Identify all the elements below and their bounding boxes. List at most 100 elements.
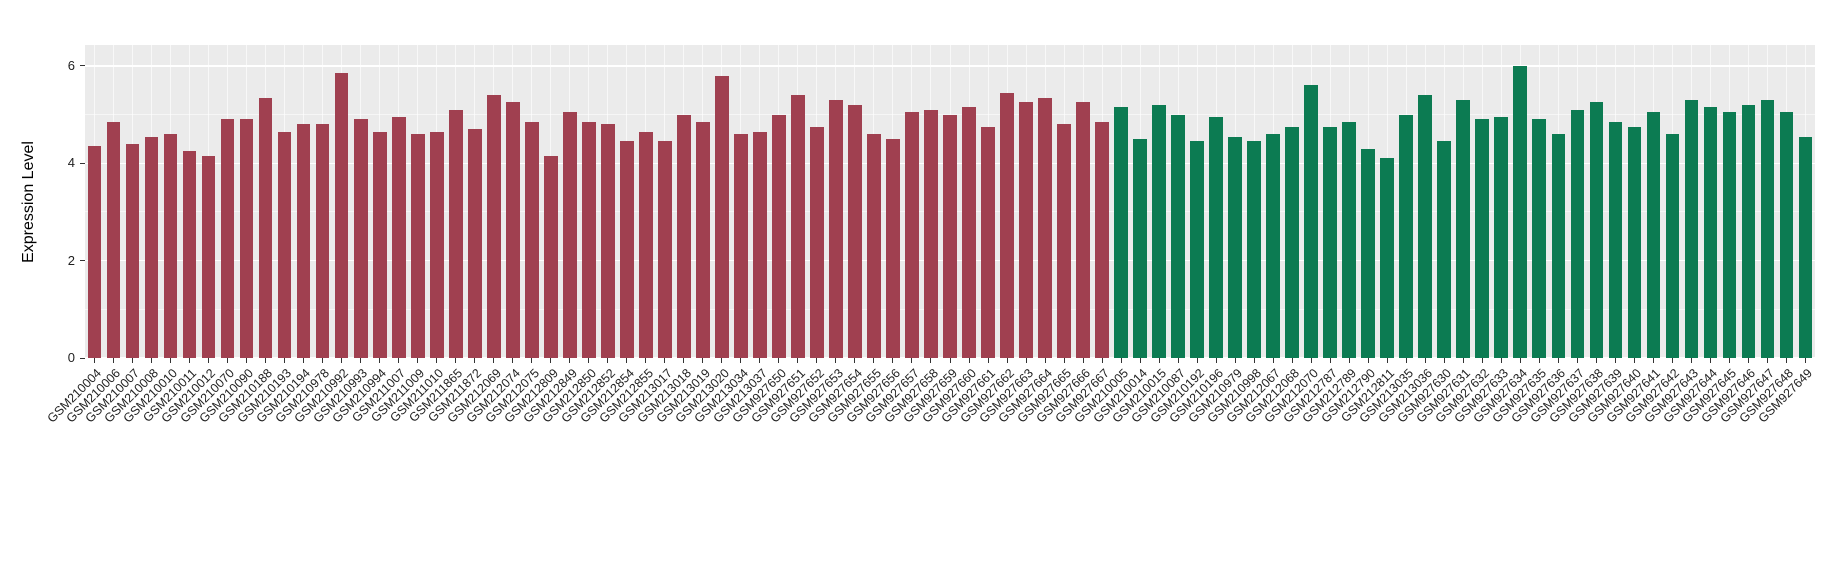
- x-tick-mark: [531, 358, 533, 363]
- bar: [144, 136, 159, 358]
- bar: [1114, 107, 1128, 358]
- x-tick-mark: [1386, 358, 1388, 363]
- x-tick-mark: [1158, 358, 1160, 363]
- x-tick-mark: [1709, 358, 1711, 363]
- x-tick-mark: [1329, 358, 1331, 363]
- bar: [315, 124, 330, 358]
- bar: [1475, 119, 1490, 358]
- bar: [353, 119, 368, 358]
- y-axis-title-wrap: Expression Level: [10, 45, 48, 358]
- x-tick-mark: [645, 358, 647, 363]
- bar: [106, 121, 121, 358]
- x-tick-mark: [968, 358, 970, 363]
- bar: [1342, 121, 1357, 358]
- y-tick-label: 2: [67, 252, 75, 268]
- x-tick-mark: [1082, 358, 1084, 363]
- bar: [1266, 134, 1281, 358]
- bar: [1076, 102, 1090, 358]
- bar: [1760, 100, 1775, 358]
- bar: [1570, 109, 1585, 358]
- y-tick-mark: [80, 65, 85, 67]
- x-tick-mark: [265, 358, 267, 363]
- x-tick-mark: [835, 358, 837, 363]
- bar: [296, 124, 311, 358]
- bar: [448, 109, 463, 358]
- x-tick-mark: [493, 358, 495, 363]
- bar: [467, 129, 482, 358]
- x-tick-mark: [702, 358, 704, 363]
- bar: [638, 131, 653, 358]
- bar: [734, 134, 748, 358]
- bar: [334, 73, 349, 358]
- x-tick-mark: [1728, 358, 1730, 363]
- bar: [1247, 141, 1262, 358]
- bar: [791, 95, 805, 358]
- bar: [410, 134, 425, 358]
- bar: [1399, 114, 1414, 358]
- x-tick-mark: [873, 358, 875, 363]
- bar: [848, 104, 862, 358]
- gridline-major: [85, 65, 1815, 67]
- x-tick-mark: [1500, 358, 1502, 363]
- x-tick-mark: [911, 358, 913, 363]
- x-tick-mark: [1139, 358, 1141, 363]
- bar: [1437, 141, 1452, 358]
- x-tick-mark: [626, 358, 628, 363]
- bar: [581, 121, 596, 358]
- x-tick-mark: [1272, 358, 1274, 363]
- x-tick-mark: [778, 358, 780, 363]
- x-axis-labels: GSM210004 GSM210006 GSM210007 GSM210008 GSM2…: [45, 366, 1816, 496]
- bar: [981, 126, 995, 358]
- bar: [562, 112, 577, 358]
- bar: [1304, 85, 1319, 358]
- bar: [372, 131, 387, 358]
- x-tick-mark: [322, 358, 324, 363]
- x-tick-mark: [474, 358, 476, 363]
- bar: [1057, 124, 1071, 358]
- bar: [543, 156, 558, 358]
- plot-panel: [85, 45, 1815, 359]
- bar: [1608, 121, 1623, 358]
- x-tick-mark: [1215, 358, 1217, 363]
- bar: [1285, 126, 1300, 358]
- y-axis-title: Expression Level: [20, 140, 37, 263]
- y-tick-mark: [80, 260, 85, 262]
- x-tick-mark: [1462, 358, 1464, 363]
- bar: [1513, 65, 1528, 358]
- x-tick-mark: [1310, 358, 1312, 363]
- x-tick-mark: [816, 358, 818, 363]
- bar: [258, 97, 273, 358]
- bar: [1209, 117, 1223, 358]
- y-tick-label: 0: [67, 350, 75, 365]
- x-tick-mark: [170, 358, 172, 363]
- x-tick-mark: [1196, 358, 1198, 363]
- x-tick-mark: [208, 358, 210, 363]
- x-tick-mark: [1519, 358, 1521, 363]
- x-tick-mark: [550, 358, 552, 363]
- x-tick-mark: [759, 358, 761, 363]
- bar: [1456, 100, 1471, 358]
- x-tick-mark: [1120, 358, 1122, 363]
- bar: [1779, 112, 1794, 358]
- bar: [1095, 121, 1109, 358]
- bar: [886, 138, 900, 358]
- bar: [1323, 126, 1338, 358]
- x-tick-mark: [284, 358, 286, 363]
- x-tick-mark: [1652, 358, 1654, 363]
- x-tick-mark: [569, 358, 571, 363]
- x-tick-mark: [379, 358, 381, 363]
- x-tick-mark: [987, 358, 989, 363]
- bar: [1190, 141, 1204, 358]
- x-tick-mark: [1614, 358, 1616, 363]
- bar: [772, 114, 786, 358]
- x-tick-mark: [246, 358, 248, 363]
- x-tick-mark: [151, 358, 153, 363]
- bar: [429, 131, 444, 358]
- bar: [962, 107, 976, 358]
- x-tick-mark: [227, 358, 229, 363]
- bar: [1380, 158, 1395, 358]
- bar: [125, 143, 140, 358]
- bar: [201, 156, 216, 358]
- x-tick-mark: [1234, 358, 1236, 363]
- x-tick-mark: [1044, 358, 1046, 363]
